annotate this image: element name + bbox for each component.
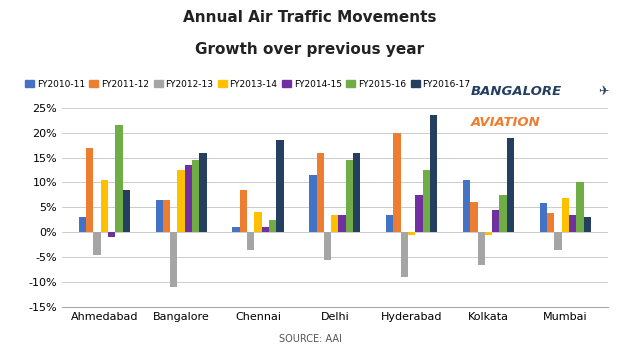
Bar (94, 232, 100, 255)
Text: Annual Air Traffic Movements: Annual Air Traffic Movements (184, 10, 436, 25)
Bar (430, 115, 437, 232)
Bar (540, 203, 547, 232)
Bar (108, 232, 115, 237)
Bar (547, 213, 554, 232)
Bar (500, 195, 507, 232)
Bar (177, 170, 185, 232)
Bar (339, 215, 346, 232)
Bar (269, 220, 276, 232)
Text: BANGALORE: BANGALORE (471, 85, 562, 98)
Bar (317, 153, 324, 232)
Bar (156, 200, 163, 232)
Bar (115, 125, 123, 232)
Bar (346, 160, 353, 232)
Bar (79, 217, 86, 232)
Bar (185, 165, 192, 232)
Bar (401, 232, 408, 277)
Bar (262, 227, 269, 232)
Bar (386, 215, 394, 232)
Bar (247, 232, 254, 250)
Bar (192, 160, 200, 232)
Bar (163, 200, 170, 232)
Text: AVIATION: AVIATION (471, 116, 541, 129)
Bar (123, 190, 130, 232)
Bar (100, 180, 108, 232)
Bar (569, 215, 576, 232)
Bar (423, 170, 430, 232)
Bar (408, 232, 415, 235)
Bar (507, 138, 514, 232)
Bar (394, 133, 401, 232)
Bar (331, 215, 339, 232)
Bar (485, 232, 492, 235)
Bar (583, 217, 591, 232)
Bar (86, 148, 94, 232)
Bar (463, 180, 470, 232)
Bar (254, 213, 262, 232)
Bar (309, 175, 317, 232)
Bar (562, 199, 569, 232)
Bar (276, 140, 283, 232)
Bar (554, 232, 562, 250)
Bar (240, 190, 247, 232)
Bar (477, 232, 485, 265)
Legend: FY2010-11, FY2011-12, FY2012-13, FY2013-14, FY2014-15, FY2015-16, FY2016-17: FY2010-11, FY2011-12, FY2012-13, FY2013-… (23, 78, 472, 90)
Text: Growth over previous year: Growth over previous year (195, 42, 425, 57)
Bar (200, 153, 206, 232)
Bar (170, 232, 177, 287)
Bar (353, 153, 360, 232)
Text: ✈: ✈ (598, 85, 609, 98)
Bar (492, 210, 500, 232)
Bar (232, 227, 240, 232)
Bar (415, 195, 423, 232)
Bar (470, 202, 477, 232)
Bar (324, 232, 331, 260)
Bar (576, 183, 583, 232)
Text: SOURCE: AAI: SOURCE: AAI (278, 334, 342, 344)
